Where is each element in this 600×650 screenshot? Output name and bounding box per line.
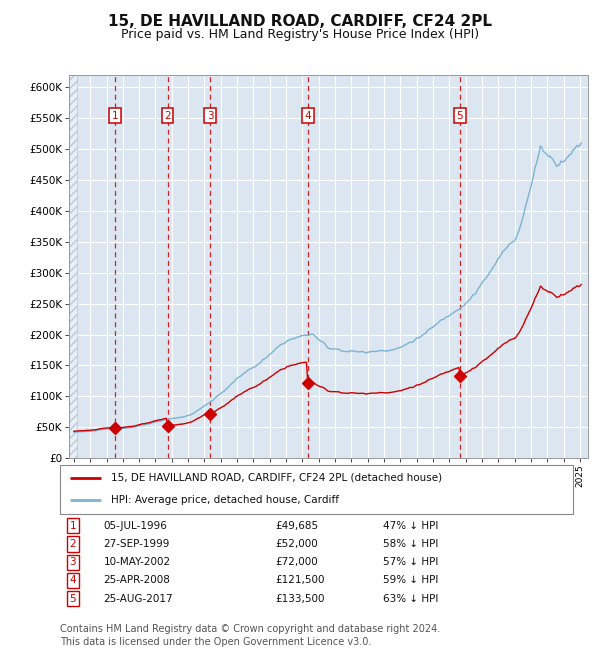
Text: 58% ↓ HPI: 58% ↓ HPI: [383, 539, 439, 549]
Text: Price paid vs. HM Land Registry's House Price Index (HPI): Price paid vs. HM Land Registry's House …: [121, 28, 479, 41]
FancyBboxPatch shape: [60, 465, 573, 514]
Text: 3: 3: [207, 111, 214, 121]
Text: Contains HM Land Registry data © Crown copyright and database right 2024.
This d: Contains HM Land Registry data © Crown c…: [60, 623, 440, 647]
Text: 15, DE HAVILLAND ROAD, CARDIFF, CF24 2PL: 15, DE HAVILLAND ROAD, CARDIFF, CF24 2PL: [108, 14, 492, 29]
Text: 2: 2: [70, 539, 76, 549]
Text: 4: 4: [304, 111, 311, 121]
Text: 3: 3: [70, 557, 76, 567]
Text: £121,500: £121,500: [275, 575, 325, 586]
Text: 63% ↓ HPI: 63% ↓ HPI: [383, 593, 439, 604]
Text: 59% ↓ HPI: 59% ↓ HPI: [383, 575, 439, 586]
Text: 1: 1: [112, 111, 118, 121]
Text: 05-JUL-1996: 05-JUL-1996: [104, 521, 167, 531]
Text: 27-SEP-1999: 27-SEP-1999: [104, 539, 170, 549]
Text: 47% ↓ HPI: 47% ↓ HPI: [383, 521, 439, 531]
Text: £52,000: £52,000: [275, 539, 318, 549]
Text: 5: 5: [457, 111, 463, 121]
Text: HPI: Average price, detached house, Cardiff: HPI: Average price, detached house, Card…: [112, 495, 340, 505]
Text: 25-AUG-2017: 25-AUG-2017: [104, 593, 173, 604]
Text: 15, DE HAVILLAND ROAD, CARDIFF, CF24 2PL (detached house): 15, DE HAVILLAND ROAD, CARDIFF, CF24 2PL…: [112, 473, 442, 483]
Text: 5: 5: [70, 593, 76, 604]
Text: £49,685: £49,685: [275, 521, 319, 531]
Text: 4: 4: [70, 575, 76, 586]
Text: £72,000: £72,000: [275, 557, 318, 567]
Text: 57% ↓ HPI: 57% ↓ HPI: [383, 557, 439, 567]
Text: 1: 1: [70, 521, 76, 531]
Text: 2: 2: [164, 111, 171, 121]
Text: £133,500: £133,500: [275, 593, 325, 604]
Text: 25-APR-2008: 25-APR-2008: [104, 575, 170, 586]
Text: 10-MAY-2002: 10-MAY-2002: [104, 557, 171, 567]
